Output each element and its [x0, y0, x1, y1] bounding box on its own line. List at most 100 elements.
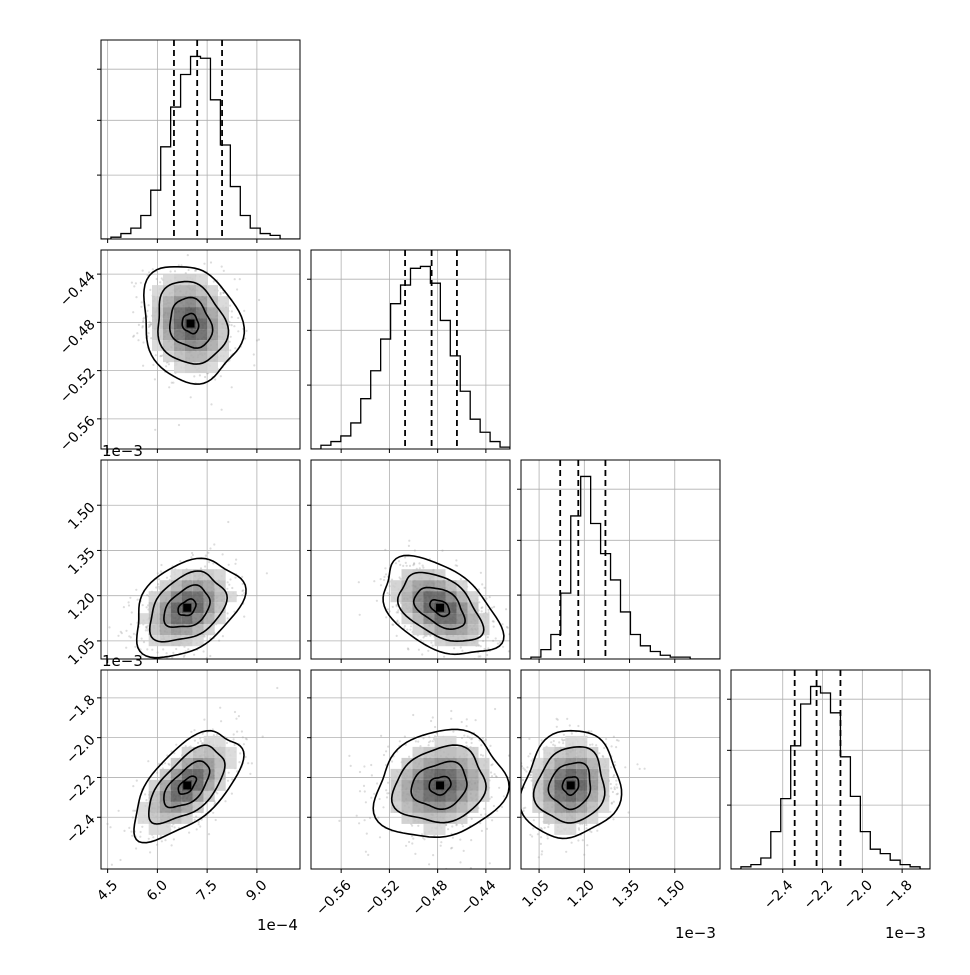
histogram-step	[101, 55, 300, 239]
density-cell	[467, 624, 479, 636]
density-cell	[587, 757, 599, 769]
sample-point	[460, 736, 464, 740]
sample-point	[522, 778, 525, 782]
sample-point	[541, 850, 544, 853]
sample-point	[470, 738, 473, 741]
sample-point	[237, 316, 240, 320]
sample-point	[583, 853, 586, 856]
sample-point	[638, 767, 641, 770]
density-cell	[587, 746, 599, 758]
sample-point	[119, 858, 122, 862]
sample-point	[387, 781, 390, 784]
sample-point	[399, 577, 402, 581]
sample-point	[506, 626, 509, 629]
sample-point	[531, 835, 534, 838]
sample-point	[570, 841, 573, 844]
sample-point	[363, 790, 366, 793]
sample-point	[492, 620, 495, 623]
scatter-panel-2-0	[97, 459, 301, 664]
sample-point	[496, 809, 499, 813]
sample-point	[166, 662, 168, 664]
density-cell	[434, 613, 446, 625]
density-cell	[170, 790, 182, 802]
sample-point	[144, 793, 147, 796]
sample-point	[562, 742, 565, 745]
axis-offset-label: 1e−3	[675, 924, 716, 942]
y-tick-label: −2.0	[63, 732, 98, 767]
sample-point	[518, 802, 520, 804]
density-cell	[423, 624, 435, 636]
density-cell	[203, 624, 215, 636]
density-cell	[203, 757, 215, 769]
sample-point	[132, 334, 136, 337]
sample-point	[230, 310, 233, 313]
sample-point	[543, 826, 546, 829]
sample-point	[595, 744, 598, 747]
sample-point	[610, 802, 613, 805]
sample-point	[97, 293, 99, 295]
density-cell	[467, 779, 479, 791]
sample-point	[420, 833, 424, 836]
sample-point	[394, 562, 398, 565]
density-cell	[218, 296, 229, 308]
sample-point	[145, 627, 148, 630]
sample-point	[603, 746, 606, 750]
sample-point	[130, 611, 133, 614]
sample-point	[135, 588, 138, 591]
density-cell	[192, 613, 204, 625]
sample-point	[422, 836, 425, 839]
sample-point	[164, 762, 167, 765]
contour-line	[135, 557, 247, 659]
y-tick-label: −1.8	[63, 692, 98, 727]
density-cell	[185, 351, 196, 363]
density-cell	[159, 812, 171, 824]
sample-point	[493, 605, 496, 608]
sample-point	[491, 819, 494, 822]
density-cell	[587, 801, 599, 813]
sample-point	[369, 816, 372, 820]
density-cell	[181, 746, 193, 758]
sample-point	[385, 789, 388, 792]
sample-point	[370, 774, 373, 777]
sample-point	[511, 771, 513, 773]
sample-point	[406, 628, 409, 631]
sample-point	[204, 375, 207, 379]
sample-point	[159, 281, 162, 284]
sample-point	[406, 647, 409, 650]
sample-point	[203, 262, 206, 265]
sample-point	[370, 763, 373, 767]
density-cell	[423, 801, 435, 813]
axes-frame	[730, 669, 931, 870]
sample-point	[179, 560, 182, 563]
sample-point	[132, 632, 135, 635]
sample-point	[392, 623, 395, 626]
sample-point	[202, 650, 205, 653]
sample-point	[453, 647, 456, 650]
sample-point	[609, 782, 612, 786]
sample-point	[142, 321, 145, 324]
density-cell	[554, 768, 566, 780]
sample-point	[483, 647, 486, 651]
sample-point	[450, 847, 453, 850]
sample-point	[487, 608, 490, 611]
sample-point	[483, 586, 486, 589]
density-cell	[185, 274, 196, 286]
density-cell	[565, 801, 577, 813]
sample-point	[195, 828, 198, 831]
sample-point	[408, 755, 411, 758]
sample-point	[417, 740, 420, 743]
sample-point	[515, 803, 517, 805]
sample-point	[147, 304, 150, 307]
sample-point	[110, 863, 113, 866]
sample-point	[233, 325, 236, 328]
sample-point	[405, 844, 408, 847]
sample-point	[502, 645, 505, 648]
histogram-step	[521, 475, 720, 659]
density-cell	[192, 635, 204, 647]
density-layer	[518, 717, 646, 859]
scatter-panel-3-0	[97, 669, 301, 873]
sample-point	[483, 807, 486, 810]
sample-point	[197, 820, 200, 824]
density-cell	[192, 591, 204, 603]
sample-point	[590, 730, 593, 733]
